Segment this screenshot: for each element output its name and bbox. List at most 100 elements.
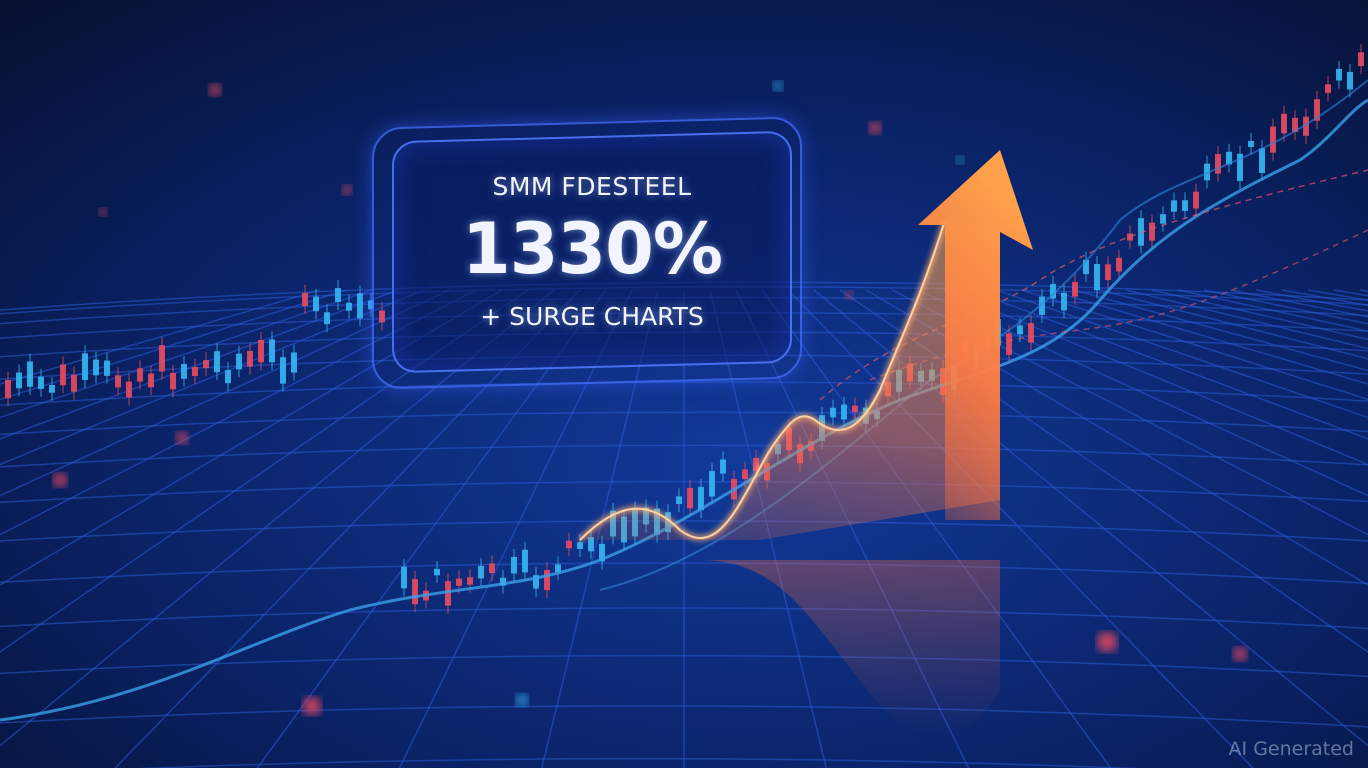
- bokeh-dot: [53, 473, 67, 487]
- candle-body: [38, 376, 44, 389]
- grid-line: [943, 289, 1368, 466]
- candle-body: [1347, 71, 1353, 90]
- candle-body: [830, 407, 836, 418]
- candle-body: [599, 543, 605, 562]
- grid-line: [0, 289, 451, 497]
- candle-body: [214, 351, 220, 373]
- bokeh-dot: [956, 156, 964, 164]
- candle-body: [357, 293, 363, 319]
- grid-line: [0, 289, 373, 419]
- candle-body: [401, 566, 407, 589]
- candle-body: [456, 578, 462, 586]
- candle-body: [313, 296, 319, 312]
- panel-subtitle: + SURGE CHARTS: [480, 302, 704, 331]
- candle-body: [533, 575, 539, 589]
- grid-line: [114, 289, 581, 768]
- candle-body: [1039, 296, 1045, 315]
- candle-body: [192, 367, 198, 377]
- candle-body: [478, 565, 484, 579]
- candle-body: [544, 570, 550, 591]
- candle-body: [742, 469, 748, 480]
- candle-body: [1358, 52, 1364, 67]
- candle-body: [1248, 140, 1254, 148]
- grid-line: [0, 289, 529, 653]
- candle-body: [280, 357, 286, 384]
- candle-body: [709, 471, 715, 497]
- bokeh-dot: [516, 694, 528, 706]
- candle-body: [368, 300, 374, 310]
- candle-body: [1237, 153, 1243, 181]
- watermark: AI Generated: [1228, 738, 1354, 760]
- grid-line: [1021, 289, 1368, 401]
- candle-body: [676, 496, 682, 505]
- bokeh-dot: [99, 208, 107, 216]
- candle-body: [346, 302, 352, 311]
- candle-body: [1215, 154, 1221, 174]
- candle-body: [522, 549, 528, 573]
- candle-body: [434, 568, 440, 576]
- candle-body: [588, 537, 594, 552]
- grid-line: [256, 289, 607, 768]
- grid-line: [891, 289, 1368, 536]
- candle-body: [1028, 323, 1034, 343]
- candle-body: [1270, 126, 1276, 153]
- bokeh-dots: [53, 81, 1247, 715]
- candle-body: [291, 352, 297, 373]
- candle-body: [1116, 257, 1122, 272]
- info-panel: SMM FDESTEEL 1330% + SURGE CHARTS: [372, 116, 802, 390]
- arrow-area: [580, 220, 1000, 540]
- candle-body: [1259, 148, 1265, 173]
- candle-body: [445, 581, 451, 606]
- candle-body: [1149, 222, 1155, 241]
- candle-body: [269, 339, 275, 363]
- candle-body: [566, 540, 572, 549]
- bokeh-dot: [773, 81, 783, 91]
- panel-title: SMM FDESTEEL: [492, 172, 692, 201]
- arrow-line-core: [579, 219, 946, 541]
- grid-line: [541, 289, 659, 768]
- candle-body: [1094, 263, 1100, 291]
- bokeh-dot: [342, 185, 352, 195]
- bokeh-dot: [1097, 632, 1117, 652]
- candle-body: [324, 312, 330, 325]
- grid-line: [0, 289, 347, 401]
- candle-body: [93, 359, 99, 376]
- candle-body: [5, 379, 11, 399]
- grid-line: [0, 289, 477, 536]
- candle-body: [115, 375, 121, 388]
- candle-body: [49, 385, 55, 393]
- candle-body: [1314, 99, 1320, 121]
- candle-body: [71, 374, 77, 392]
- candle-body: [1160, 214, 1166, 224]
- candle-body: [159, 345, 165, 372]
- candle-body: [753, 457, 759, 471]
- candle-body: [511, 556, 517, 574]
- candle-body: [852, 405, 858, 413]
- candle-body: [577, 542, 583, 549]
- candle-body: [27, 361, 33, 387]
- grid-line: [1047, 289, 1368, 385]
- candle-body: [137, 368, 143, 382]
- candle-body: [720, 459, 726, 474]
- candle-body: [1325, 84, 1331, 93]
- candle-body: [258, 339, 264, 363]
- candle-body: [1127, 233, 1133, 241]
- candle-body: [1336, 68, 1342, 81]
- candle-body: [1226, 151, 1232, 165]
- candle-body: [1182, 200, 1188, 211]
- grid-line: [709, 289, 827, 768]
- arrow-up-icon: [918, 150, 1033, 520]
- bokeh-dot: [845, 291, 853, 299]
- bokeh-dot: [869, 122, 881, 134]
- candle-body: [687, 487, 693, 509]
- candle-body: [335, 288, 341, 302]
- trend-line-dashed: [819, 169, 1368, 401]
- bokeh-dot: [303, 697, 321, 715]
- grid-line: [787, 289, 1254, 768]
- candle-body: [302, 292, 308, 307]
- candle-body: [170, 372, 176, 390]
- bokeh-dot: [209, 84, 221, 96]
- candle-body: [412, 579, 418, 605]
- candle-body: [1281, 113, 1287, 134]
